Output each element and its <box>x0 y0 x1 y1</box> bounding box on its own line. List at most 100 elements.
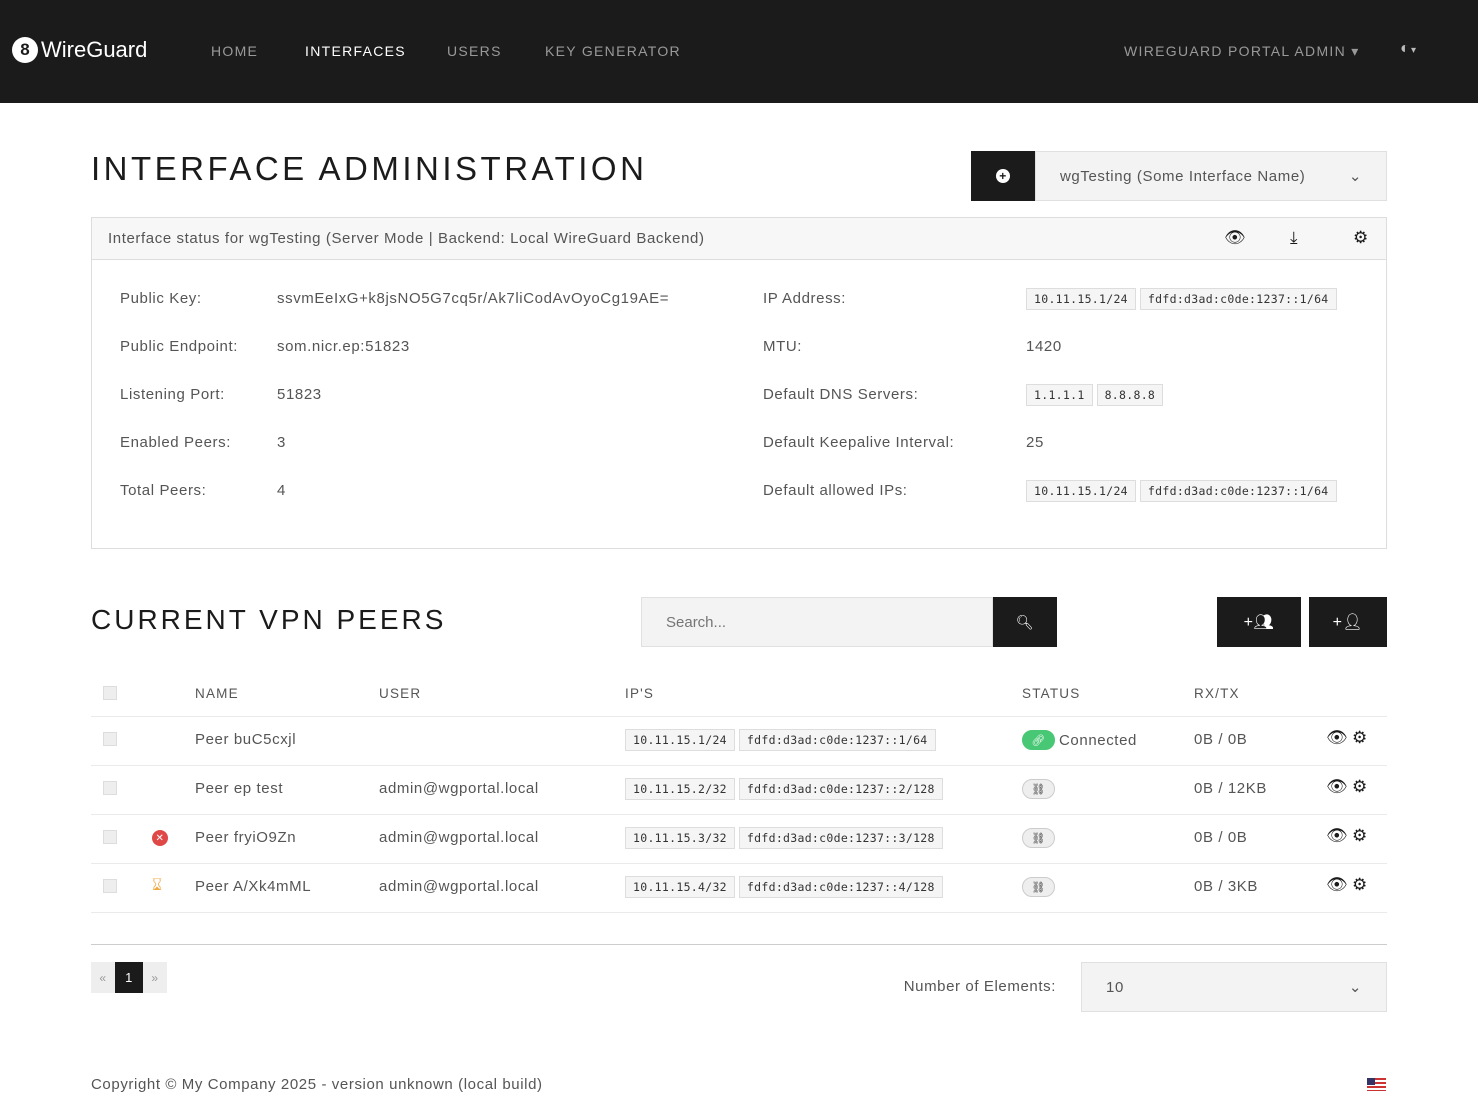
status-tags: 1.1.1.1 8.8.8.8 <box>1026 384 1167 406</box>
add-interface-button[interactable]: + <box>971 151 1035 201</box>
column-rxtx[interactable]: RX/TX <box>1194 686 1240 701</box>
interface-status-card: Interface status for wgTesting (Server M… <box>91 217 1387 549</box>
status-value: som.nicr.ep:51823 <box>277 338 410 355</box>
status-value: ssvmEeIxG+k8jsNO5G7cq5r/Ak7liCodAvOyoCg1… <box>277 290 670 307</box>
pagination-page-1[interactable]: 1 <box>115 962 143 993</box>
gear-icon[interactable]: ⚙ <box>1352 826 1368 845</box>
brand-logo[interactable]: 8 WireGuard <box>12 37 147 63</box>
peer-rxtx: 0B / 12KB <box>1194 780 1267 797</box>
pagination-next[interactable]: » <box>143 962 167 993</box>
interface-select-value: wgTesting (Some Interface Name) <box>1060 167 1306 185</box>
peer-rxtx: 0B / 0B <box>1194 829 1248 846</box>
peer-status: ⛓︎ <box>1022 877 1059 897</box>
status-label: Listening Port: <box>120 386 225 403</box>
unlink-icon: ⛓︎ <box>1022 828 1055 848</box>
ip-tag: fdfd:d3ad:c0de:1237::2/128 <box>738 778 943 800</box>
chevron-down-icon: ⌄ <box>1348 979 1362 996</box>
status-text: Connected <box>1059 731 1137 749</box>
ip-tag: fdfd:d3ad:c0de:1237::1/64 <box>1139 480 1337 502</box>
peer-user: admin@wgportal.local <box>379 829 539 846</box>
peer-ips: 10.11.15.1/24 fdfd:d3ad:c0de:1237::1/64 <box>625 729 940 751</box>
hourglass-icon: ⌛︎ <box>152 877 163 894</box>
nav-key-generator[interactable]: KEY GENERATOR <box>545 43 681 59</box>
peer-ips: 10.11.15.3/32 fdfd:d3ad:c0de:1237::3/128 <box>625 827 947 849</box>
pagination-prev[interactable]: « <box>91 962 115 993</box>
search-input[interactable] <box>641 597 993 647</box>
status-label: MTU: <box>763 338 803 355</box>
user-menu-label: WIREGUARD PORTAL ADMIN <box>1124 43 1347 59</box>
nav-users[interactable]: USERS <box>447 43 502 59</box>
brand-name: WireGuard <box>41 37 148 62</box>
status-label: Total Peers: <box>120 482 207 499</box>
count-select-value: 10 <box>1106 978 1124 996</box>
page-title: INTERFACE ADMINISTRATION <box>91 150 648 187</box>
footer-copyright: Copyright © My Company 2025 - version un… <box>91 1076 543 1093</box>
add-multiple-peers-button[interactable]: +👥︎ <box>1217 597 1301 647</box>
status-value: 1420 <box>1026 338 1062 355</box>
eye-icon[interactable]: 👁 <box>1326 826 1349 845</box>
peer-status: 🔗︎ Connected <box>1022 730 1137 750</box>
peer-name: Peer ep test <box>195 780 284 797</box>
gear-icon[interactable]: ⚙ <box>1352 777 1368 796</box>
peer-name: Peer A/Xk4mML <box>195 878 312 895</box>
navbar: 8 WireGuard HOME INTERFACES USERS KEY GEN… <box>0 0 1478 103</box>
count-select[interactable]: 10 ⌄ <box>1081 962 1387 1012</box>
status-label: Public Endpoint: <box>120 338 239 355</box>
divider <box>91 944 1387 945</box>
status-label: Enabled Peers: <box>120 434 231 451</box>
peer-checkbox[interactable] <box>103 879 117 893</box>
eye-icon[interactable]: 👁 <box>1326 728 1349 747</box>
peer-checkbox[interactable] <box>103 781 117 795</box>
select-all-checkbox[interactable] <box>103 686 117 700</box>
add-peer-button[interactable]: +👤︎ <box>1309 597 1387 647</box>
card-header-title: Interface status for wgTesting (Server M… <box>108 230 705 247</box>
ip-tag: 8.8.8.8 <box>1096 384 1164 406</box>
gear-icon[interactable]: ⚙ <box>1352 728 1368 747</box>
peer-name: Peer fryiO9Zn <box>195 829 297 846</box>
peer-ips: 10.11.15.4/32 fdfd:d3ad:c0de:1237::4/128 <box>625 876 947 898</box>
ip-tag: 10.11.15.1/24 <box>1026 480 1136 502</box>
column-status[interactable]: STATUS <box>1022 686 1081 701</box>
gear-icon[interactable]: ⚙ <box>1353 228 1369 247</box>
row-divider <box>91 912 1387 913</box>
status-tags: 10.11.15.1/24 fdfd:d3ad:c0de:1237::1/64 <box>1026 480 1341 502</box>
search-button[interactable]: 🔍︎ <box>993 597 1057 647</box>
peers-title: CURRENT VPN PEERS <box>91 604 447 635</box>
status-label: Default Keepalive Interval: <box>763 434 955 451</box>
eye-icon[interactable]: 👁 <box>1224 228 1247 247</box>
peer-checkbox[interactable] <box>103 732 117 746</box>
interface-select[interactable]: wgTesting (Some Interface Name) ⌄ <box>1035 151 1387 201</box>
eye-icon[interactable]: 👁 <box>1326 777 1349 796</box>
status-label: IP Address: <box>763 290 847 307</box>
status-label: Default allowed IPs: <box>763 482 908 499</box>
peer-status: ⛓︎ <box>1022 828 1059 848</box>
status-label: Public Key: <box>120 290 202 307</box>
column-ips[interactable]: IP'S <box>625 686 655 701</box>
ip-tag: fdfd:d3ad:c0de:1237::4/128 <box>738 876 943 898</box>
nav-interfaces[interactable]: INTERFACES <box>305 43 406 59</box>
disabled-x-icon: ✕ <box>152 830 168 846</box>
ip-tag: 10.11.15.4/32 <box>625 876 735 898</box>
wireguard-logo-icon: 8 <box>12 37 38 63</box>
download-icon[interactable]: ⤓ <box>1290 228 1299 247</box>
ip-tag: 10.11.15.2/32 <box>625 778 735 800</box>
column-user[interactable]: USER <box>379 686 422 701</box>
plus-circle-icon: + <box>996 169 1010 183</box>
peer-checkbox[interactable] <box>103 830 117 844</box>
ip-tag: fdfd:d3ad:c0de:1237::1/64 <box>738 729 936 751</box>
half-circle-icon: ◐ <box>1400 40 1411 57</box>
us-flag-icon[interactable] <box>1367 1078 1386 1091</box>
peer-ips: 10.11.15.2/32 fdfd:d3ad:c0de:1237::2/128 <box>625 778 947 800</box>
theme-toggle[interactable]: ◐▾ <box>1400 40 1418 57</box>
nav-home[interactable]: HOME <box>211 43 259 59</box>
row-divider <box>91 765 1387 766</box>
gear-icon[interactable]: ⚙ <box>1352 875 1368 894</box>
search-icon: 🔍︎ <box>1015 613 1035 630</box>
ip-tag: fdfd:d3ad:c0de:1237::3/128 <box>738 827 943 849</box>
status-label: Default DNS Servers: <box>763 386 919 403</box>
ip-tag: 1.1.1.1 <box>1026 384 1093 406</box>
column-name[interactable]: NAME <box>195 686 239 701</box>
eye-icon[interactable]: 👁 <box>1326 875 1349 894</box>
row-divider <box>91 716 1387 717</box>
user-menu[interactable]: WIREGUARD PORTAL ADMIN ▾ <box>1124 43 1360 59</box>
